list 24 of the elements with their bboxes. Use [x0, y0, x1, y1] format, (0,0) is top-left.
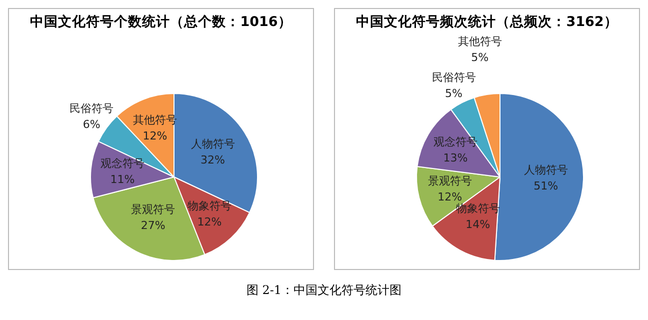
data-label: 5%: [445, 87, 462, 100]
slice-label: 景观符号: [131, 202, 176, 216]
data-label: 12%: [197, 216, 222, 229]
data-label: 51%: [534, 179, 558, 192]
slice-label: 物象符号: [187, 200, 232, 213]
data-label: 6%: [82, 118, 100, 131]
slice-label: 景观符号: [428, 174, 472, 188]
data-label: 12%: [438, 190, 462, 204]
data-label: 32%: [200, 153, 225, 166]
data-label: 13%: [443, 152, 468, 165]
data-label: 14%: [466, 218, 490, 232]
data-label: 11%: [110, 172, 135, 186]
data-label: 5%: [471, 50, 489, 64]
slice-label: 民俗符号: [70, 102, 114, 115]
caption: 图 2-1：中国文化符号统计图: [245, 282, 403, 299]
chart-title: 中国文化符号频次统计（总频次：3162）: [355, 13, 619, 32]
slice-label: 其他符号: [458, 34, 502, 48]
slice-label: 人物符号: [190, 137, 235, 150]
slice-label: 观念符号: [100, 156, 144, 170]
data-label: 27%: [140, 218, 166, 232]
slice-label: 民俗符号: [432, 71, 476, 84]
data-label: 12%: [142, 130, 168, 143]
slice-label: 人物符号: [524, 163, 568, 176]
chart-title: 中国文化符号个数统计（总个数：1016）: [29, 13, 293, 32]
